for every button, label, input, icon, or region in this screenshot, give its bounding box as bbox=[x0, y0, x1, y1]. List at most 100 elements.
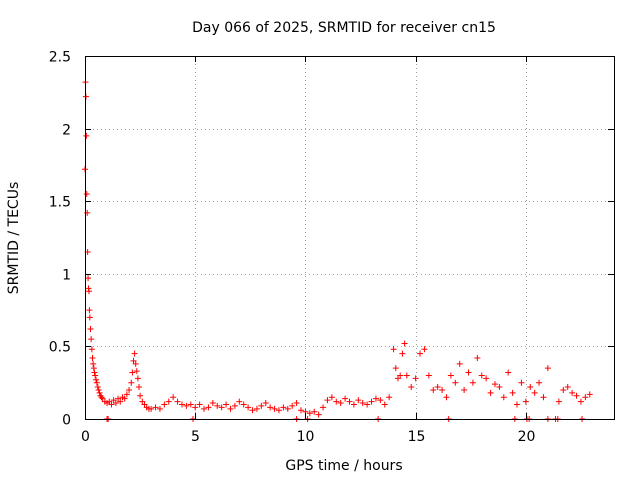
y-tick-label: 2 bbox=[62, 123, 71, 139]
data-point bbox=[96, 389, 103, 396]
data-point bbox=[90, 360, 97, 367]
data-point bbox=[505, 369, 512, 376]
data-point bbox=[531, 389, 538, 396]
data-point bbox=[399, 350, 406, 357]
grid-lines bbox=[85, 56, 614, 419]
data-point bbox=[280, 404, 287, 411]
x-tick-labels: 0 5 10 15 20 bbox=[81, 429, 535, 445]
y-tick-label: 1.5 bbox=[49, 195, 71, 211]
data-point bbox=[401, 340, 408, 347]
data-point bbox=[377, 397, 384, 404]
data-point bbox=[355, 397, 362, 404]
data-point bbox=[333, 398, 340, 405]
data-point bbox=[500, 394, 507, 401]
data-point bbox=[298, 407, 305, 414]
data-point bbox=[126, 386, 133, 393]
data-point bbox=[94, 384, 101, 391]
data-point bbox=[293, 400, 300, 407]
data-point bbox=[337, 400, 344, 407]
data-point bbox=[434, 384, 441, 391]
data-point bbox=[271, 405, 278, 412]
data-point bbox=[201, 405, 208, 412]
data-point bbox=[152, 404, 159, 411]
data-point bbox=[88, 346, 95, 353]
data-point bbox=[509, 389, 516, 396]
data-point bbox=[156, 405, 163, 412]
data-point bbox=[461, 386, 468, 393]
data-point bbox=[465, 369, 472, 376]
data-point bbox=[108, 401, 115, 408]
data-point bbox=[439, 386, 446, 393]
data-point bbox=[368, 398, 375, 405]
data-point bbox=[478, 372, 485, 379]
plot-frame bbox=[85, 56, 615, 420]
data-point bbox=[392, 365, 399, 372]
data-point bbox=[573, 392, 580, 399]
data-point bbox=[491, 381, 498, 388]
y-axis-label: SRMTID / TECUs bbox=[6, 182, 22, 295]
data-point bbox=[93, 379, 100, 386]
data-points bbox=[82, 79, 593, 422]
data-point bbox=[88, 336, 95, 343]
data-point bbox=[87, 325, 94, 332]
data-point bbox=[86, 307, 93, 314]
data-point bbox=[577, 398, 584, 405]
data-point bbox=[90, 365, 97, 372]
data-point bbox=[161, 401, 168, 408]
data-point bbox=[136, 384, 143, 391]
data-point bbox=[178, 401, 185, 408]
data-point bbox=[183, 402, 190, 409]
data-point bbox=[425, 372, 432, 379]
chart-title: Day 066 of 2025, SRMTID for receiver cn1… bbox=[192, 20, 496, 36]
data-point bbox=[421, 346, 428, 353]
data-point bbox=[240, 401, 247, 408]
data-point bbox=[408, 384, 415, 391]
data-point bbox=[381, 401, 388, 408]
data-point bbox=[306, 410, 313, 417]
data-point bbox=[245, 404, 252, 411]
data-point bbox=[311, 408, 318, 415]
data-point bbox=[187, 401, 194, 408]
data-point bbox=[93, 376, 100, 383]
data-point bbox=[132, 360, 139, 367]
data-point bbox=[170, 394, 177, 401]
x-tick-label: 20 bbox=[518, 429, 536, 445]
data-point bbox=[129, 369, 136, 376]
data-point bbox=[527, 384, 534, 391]
y-tick-labels: 0 0.5 1 1.5 2 2.5 bbox=[49, 50, 71, 429]
data-point bbox=[275, 407, 282, 414]
data-point bbox=[267, 404, 274, 411]
data-point bbox=[417, 350, 424, 357]
data-point bbox=[214, 402, 221, 409]
data-point bbox=[452, 379, 459, 386]
data-point bbox=[289, 402, 296, 409]
data-point bbox=[342, 395, 349, 402]
axis-ticks bbox=[85, 56, 614, 420]
data-point bbox=[569, 389, 576, 396]
y-tick-label: 2.5 bbox=[49, 50, 71, 66]
data-point bbox=[89, 355, 96, 362]
x-tick-label: 10 bbox=[297, 429, 315, 445]
data-point bbox=[223, 401, 230, 408]
data-point bbox=[83, 190, 90, 197]
data-point bbox=[483, 375, 490, 382]
x-tick-label: 0 bbox=[81, 429, 90, 445]
data-point bbox=[522, 398, 529, 405]
data-point bbox=[518, 379, 525, 386]
data-point bbox=[134, 375, 141, 382]
data-point bbox=[262, 400, 269, 407]
data-point bbox=[430, 386, 437, 393]
data-point bbox=[474, 355, 481, 362]
data-point bbox=[95, 386, 102, 393]
data-point bbox=[98, 394, 105, 401]
data-point bbox=[555, 398, 562, 405]
data-point bbox=[496, 384, 503, 391]
data-point bbox=[236, 398, 243, 405]
data-point bbox=[397, 372, 404, 379]
data-point bbox=[346, 398, 353, 405]
data-point bbox=[165, 398, 172, 405]
data-point bbox=[536, 379, 543, 386]
data-point bbox=[315, 411, 322, 418]
data-point bbox=[218, 404, 225, 411]
